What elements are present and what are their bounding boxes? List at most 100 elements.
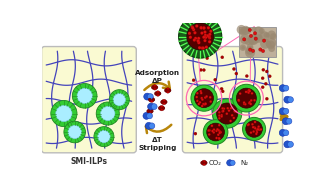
Circle shape (201, 32, 204, 35)
Circle shape (221, 90, 224, 93)
Circle shape (207, 35, 210, 38)
Circle shape (179, 15, 222, 58)
Circle shape (160, 100, 164, 104)
Circle shape (253, 32, 257, 35)
Circle shape (253, 126, 256, 129)
Circle shape (259, 48, 262, 51)
Circle shape (149, 123, 155, 129)
Circle shape (208, 40, 211, 43)
Text: CO₂: CO₂ (208, 160, 222, 166)
Circle shape (218, 117, 221, 119)
Circle shape (200, 92, 203, 94)
Circle shape (218, 111, 220, 114)
Circle shape (198, 46, 201, 49)
Circle shape (252, 130, 255, 133)
Circle shape (243, 117, 266, 140)
Circle shape (268, 75, 271, 78)
Circle shape (253, 99, 256, 101)
Circle shape (244, 27, 251, 34)
Text: Adsorption
ΔP: Adsorption ΔP (135, 70, 180, 84)
Circle shape (288, 97, 293, 103)
Circle shape (268, 45, 275, 52)
Circle shape (189, 36, 192, 39)
Circle shape (248, 34, 258, 45)
Circle shape (279, 85, 286, 92)
Circle shape (205, 161, 207, 164)
Circle shape (230, 107, 232, 109)
Circle shape (215, 137, 218, 139)
Circle shape (220, 115, 223, 118)
Circle shape (212, 99, 242, 128)
Circle shape (254, 37, 258, 40)
Circle shape (204, 36, 207, 39)
Circle shape (212, 131, 215, 134)
Circle shape (201, 97, 203, 99)
FancyArrowPatch shape (146, 125, 171, 133)
Circle shape (219, 131, 222, 133)
Circle shape (96, 102, 119, 125)
Circle shape (68, 125, 81, 139)
Circle shape (279, 108, 286, 115)
Circle shape (233, 110, 236, 113)
Circle shape (266, 38, 276, 48)
Circle shape (77, 88, 92, 103)
Circle shape (193, 39, 196, 42)
Circle shape (207, 34, 209, 37)
Circle shape (217, 129, 220, 131)
Circle shape (283, 130, 289, 136)
Circle shape (228, 109, 230, 112)
Circle shape (252, 27, 257, 32)
Circle shape (192, 28, 195, 31)
Circle shape (207, 123, 224, 141)
Circle shape (251, 92, 253, 94)
Circle shape (155, 86, 158, 89)
Circle shape (247, 91, 250, 94)
Circle shape (205, 46, 208, 49)
Circle shape (239, 28, 246, 35)
Circle shape (204, 96, 207, 99)
Circle shape (204, 102, 207, 105)
Circle shape (147, 94, 153, 100)
Circle shape (248, 89, 250, 91)
Circle shape (260, 31, 270, 41)
Circle shape (161, 99, 167, 105)
Circle shape (265, 41, 271, 46)
Circle shape (152, 85, 157, 90)
Text: N₂: N₂ (240, 160, 248, 166)
Circle shape (247, 124, 249, 126)
Circle shape (265, 70, 268, 73)
Circle shape (230, 160, 235, 165)
Circle shape (250, 131, 252, 134)
Circle shape (223, 108, 225, 110)
Circle shape (245, 91, 247, 93)
Circle shape (247, 90, 250, 92)
Circle shape (201, 98, 204, 101)
Circle shape (202, 68, 206, 72)
Circle shape (202, 103, 205, 105)
Circle shape (249, 90, 251, 92)
Circle shape (152, 98, 155, 101)
Circle shape (218, 137, 220, 139)
Circle shape (222, 110, 224, 112)
Circle shape (251, 49, 255, 53)
Circle shape (264, 82, 267, 85)
Circle shape (284, 141, 291, 148)
Circle shape (220, 114, 223, 116)
Circle shape (245, 48, 255, 58)
Circle shape (200, 90, 202, 92)
Circle shape (204, 39, 207, 42)
Circle shape (261, 49, 265, 53)
Circle shape (227, 160, 233, 166)
Circle shape (251, 123, 254, 125)
Circle shape (250, 54, 253, 57)
Circle shape (144, 93, 151, 100)
Circle shape (257, 128, 259, 131)
Circle shape (205, 103, 207, 105)
Circle shape (235, 110, 237, 113)
Circle shape (256, 129, 258, 131)
Circle shape (147, 108, 153, 114)
Circle shape (191, 85, 217, 111)
Circle shape (249, 46, 253, 51)
Circle shape (196, 92, 199, 94)
Circle shape (206, 95, 208, 98)
